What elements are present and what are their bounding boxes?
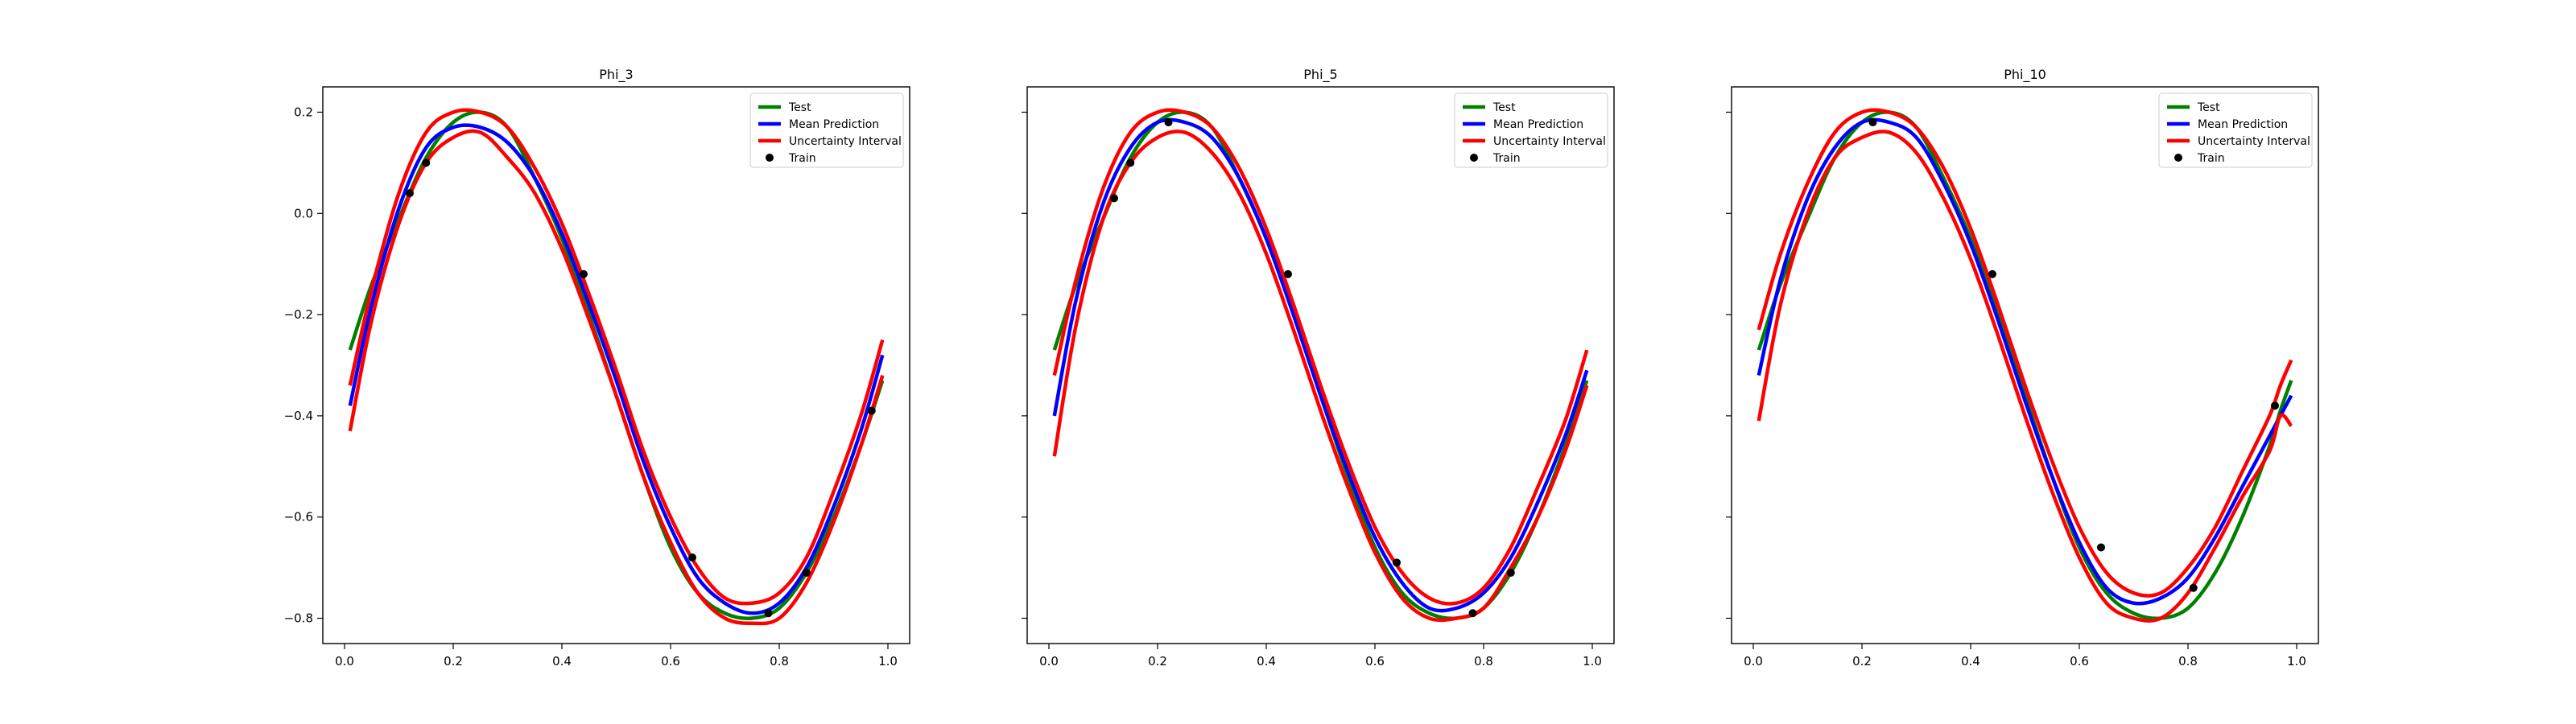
legend-test-label: Test (2197, 101, 2220, 114)
axes-frame (322, 86, 910, 644)
x-tick-label: 1.0 (2287, 654, 2306, 668)
train-point (1506, 568, 1515, 577)
legend-train-label: Train (788, 152, 816, 165)
uncertainty-upper-line (1052, 108, 1589, 606)
legend-mean-prediction-label: Mean Prediction (1493, 118, 1583, 131)
train-point (580, 269, 588, 278)
plot-area (1757, 108, 2293, 623)
train-point (1988, 269, 1996, 278)
x-tick-label: 0.8 (2178, 654, 2198, 668)
train-point (2271, 401, 2279, 410)
train-point (1110, 194, 1118, 203)
test-line (1052, 110, 1589, 621)
legend: Test Mean Prediction Uncertainty Interval T… (1454, 93, 1608, 168)
train-point (2189, 583, 2198, 592)
legend-train-swatch (2174, 154, 2182, 162)
uncertainty-upper-line (348, 108, 885, 606)
subplot-title: Phi_5 (1303, 67, 1337, 83)
legend: Test Mean Prediction Uncertainty Interval T… (749, 93, 904, 168)
x-tick-label: 0.4 (552, 654, 572, 668)
legend-test-label: Test (1492, 101, 1516, 114)
uncertainty-upper-line (1757, 108, 2293, 598)
subplot-title: Phi_10 (2004, 67, 2046, 83)
x-tick-label: 0.4 (1961, 654, 1980, 668)
x-tick-label: 1.0 (878, 654, 898, 668)
legend-uncertainty-interval-label: Uncertainty Interval (2198, 135, 2310, 148)
plot-area (348, 108, 885, 626)
legend-mean-prediction-label: Mean Prediction (2198, 118, 2288, 131)
train-point (406, 189, 414, 198)
x-tick-label: 0.2 (1148, 654, 1167, 668)
y-tick-label: 0.0 (294, 206, 313, 220)
legend-train-label: Train (1492, 152, 1521, 165)
legend-uncertainty-interval-label: Uncertainty Interval (789, 135, 902, 148)
mean-prediction-line (1757, 117, 2293, 606)
x-tick-label: 0.2 (1852, 654, 1872, 668)
x-tick-label: 0.8 (1474, 654, 1493, 668)
x-tick-label: 0.8 (770, 654, 789, 668)
subplot-title: Phi_3 (599, 67, 633, 83)
train-point (422, 158, 431, 167)
x-tick-label: 0.0 (335, 654, 354, 668)
legend-mean-prediction-label: Mean Prediction (789, 118, 879, 131)
uncertainty-lower-line (348, 129, 885, 626)
x-tick-label: 0.0 (1744, 654, 1763, 668)
subplot-phi-10: Phi_10 0.0 0.2 0.4 0.6 0.8 1.0 Test Mean Predic… (1726, 67, 2319, 668)
axes-frame (1731, 86, 2319, 644)
mean-prediction-line (348, 123, 885, 615)
legend-box (1454, 93, 1608, 168)
x-tick-label: 0.6 (2070, 654, 2089, 668)
subplot-phi-5: Phi_5 0.0 0.2 0.4 0.6 0.8 1.0 Test Mean Predict… (1022, 67, 1615, 668)
legend-train-label: Train (2197, 152, 2225, 165)
x-tick-label: 0.6 (661, 654, 680, 668)
uncertainty-lower-line (1757, 130, 2293, 623)
train-point (802, 568, 811, 577)
train-point (764, 609, 773, 618)
legend-test-label: Test (788, 101, 811, 114)
mean-prediction-line (1052, 117, 1589, 613)
y-tick-label: −0.2 (284, 307, 313, 322)
y-tick-label: −0.6 (284, 510, 313, 524)
train-point (1468, 609, 1477, 618)
train-point (1868, 118, 1877, 127)
y-tick-label: −0.8 (284, 611, 313, 626)
train-point (867, 406, 876, 415)
train-point (1284, 269, 1292, 278)
legend-box (749, 93, 904, 168)
legend-uncertainty-interval-label: Uncertainty Interval (1493, 135, 1606, 148)
legend-box (2158, 93, 2313, 168)
x-tick-label: 0.6 (1365, 654, 1385, 668)
train-point (1164, 118, 1173, 127)
x-tick-label: 1.0 (1583, 654, 1602, 668)
y-tick-label: 0.2 (294, 105, 313, 119)
y-tick-label: −0.4 (284, 409, 313, 423)
train-point (1126, 158, 1135, 167)
subplot-phi-3: Phi_3 0.0 0.2 0.4 0.6 0.8 1.0 0.2 0.0 −0.2 −0.4 −0… (284, 67, 910, 668)
train-point (2097, 543, 2105, 552)
plot-area (1052, 108, 1589, 623)
legend: Test Mean Prediction Uncertainty Interval T… (2158, 93, 2313, 168)
legend-train-swatch (766, 154, 774, 162)
legend-train-swatch (1470, 154, 1478, 162)
train-point (688, 553, 696, 562)
uncertainty-lower-line (1052, 130, 1589, 623)
x-tick-label: 0.0 (1039, 654, 1059, 668)
x-tick-label: 0.2 (444, 654, 463, 668)
x-tick-label: 0.4 (1257, 654, 1276, 668)
train-point (1393, 558, 1401, 567)
axes-frame (1026, 86, 1615, 644)
